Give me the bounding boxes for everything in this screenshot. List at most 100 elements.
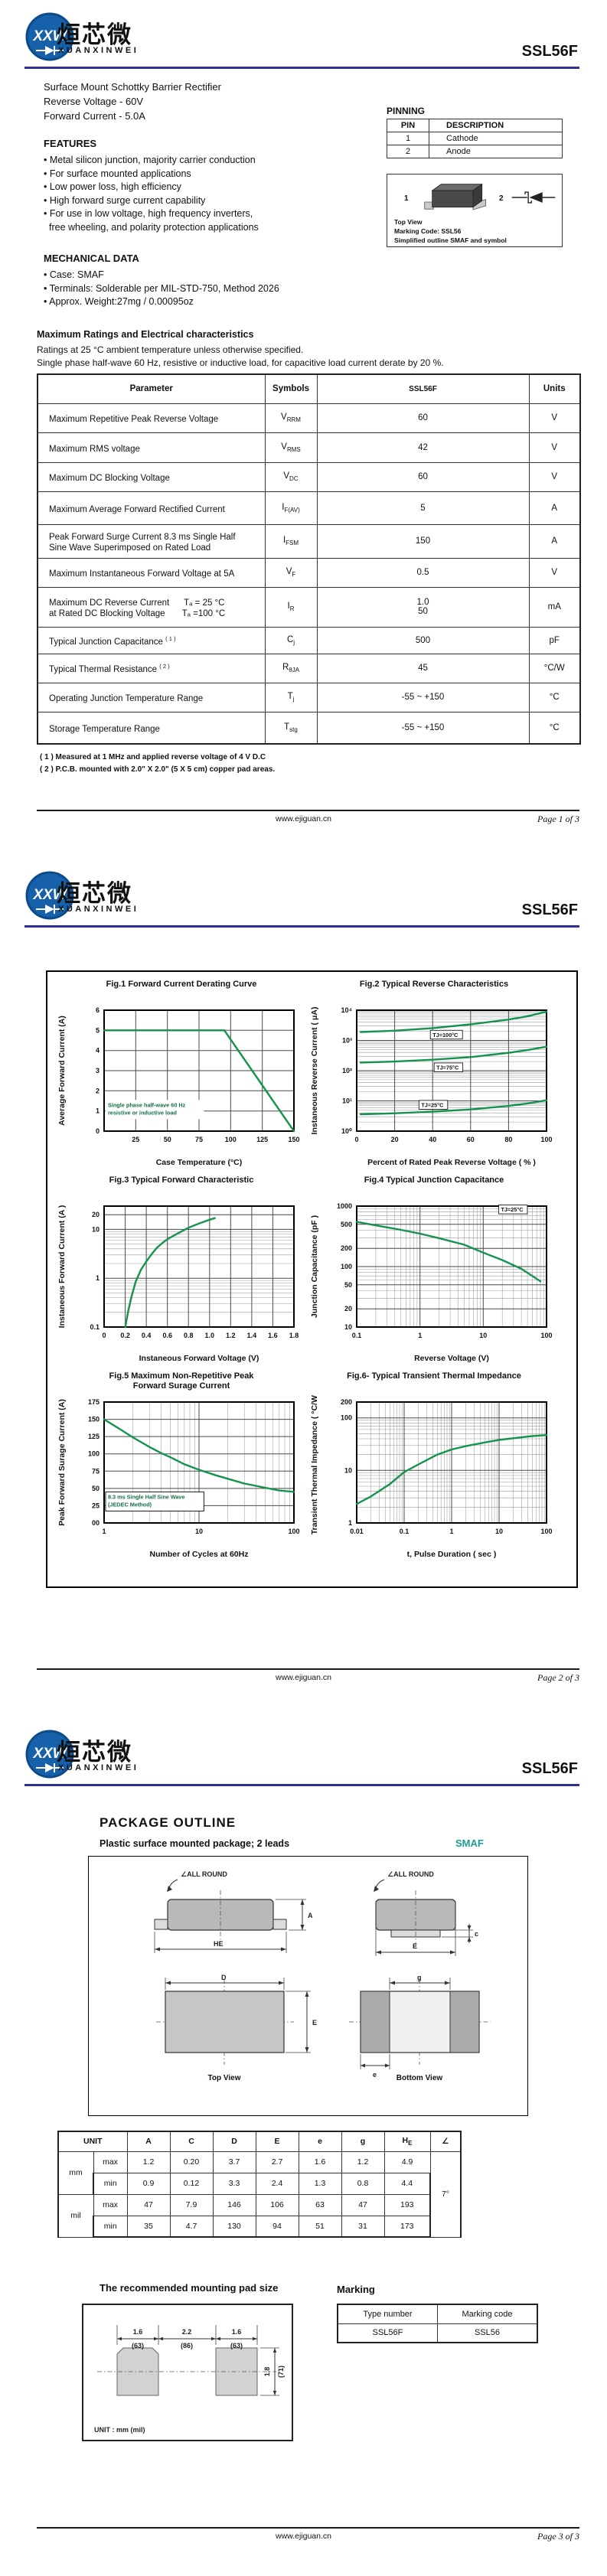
- dim-value: 47: [341, 2193, 385, 2216]
- svg-text:Junction Capacitance (pF ): Junction Capacitance (pF ): [310, 1215, 319, 1318]
- note-line: ( 1 ) Measured at 1 MHz and applied reve…: [40, 753, 266, 761]
- chart-plot: 1 10 100 00 25 50 75 100 125 150 175 8.3 ms Single …: [57, 1398, 300, 1559]
- caption-line: Top View: [394, 218, 423, 226]
- svg-text:100: 100: [341, 1263, 352, 1270]
- svg-text:8.3 ms Single Half Sine Wave: 8.3 ms Single Half Sine Wave: [108, 1493, 185, 1500]
- brand-name-cn: 烜芯微: [57, 21, 132, 48]
- package-outline-drawing-box: ∠ALL ROUND HE A ∠ALL RO: [88, 1856, 528, 2116]
- pinning-table: PIN DESCRIPTION 1 Cathode 2 Anode: [387, 119, 563, 158]
- table-row: Maximum DC Blocking Voltage VDC 60 V: [37, 461, 581, 492]
- svg-text:3: 3: [96, 1067, 100, 1074]
- symbol: VF: [264, 557, 318, 588]
- svg-text:Instaneous Reverse Current ( μ: Instaneous Reverse Current ( μA): [310, 1007, 319, 1135]
- characteristics-charts-box: [46, 970, 578, 1588]
- brand-name-en: XUANXINWEI: [58, 46, 139, 55]
- dim-value: 1.3: [298, 2172, 342, 2195]
- chart-title: Fig.2 Typical Reverse Characteristics: [359, 980, 509, 989]
- symbol: Cj: [264, 626, 318, 654]
- pin-number: 2: [387, 145, 429, 158]
- svg-text:1: 1: [348, 1519, 352, 1527]
- table-row: PIN DESCRIPTION: [387, 119, 563, 132]
- dim-value: 0.8: [341, 2172, 385, 2195]
- header-rule: [24, 1784, 579, 1786]
- unit-header: UNIT: [57, 2131, 128, 2152]
- svg-text:100: 100: [341, 1414, 352, 1422]
- mechanical-data-section: MECHANICAL DATA • Case: SMAF • Terminals…: [44, 253, 279, 309]
- feature-item: • For surface mounted applications: [44, 168, 191, 179]
- part-number: SSL56F: [521, 43, 578, 60]
- svg-text:1.0: 1.0: [205, 1332, 215, 1339]
- dim-letter-he: HE: [383, 2131, 431, 2152]
- ratings-table: Parameter Symbols SSL56F Units Maximum R…: [37, 373, 581, 745]
- brand-name-cn: 烜芯微: [57, 880, 132, 907]
- package-outline-title: PACKAGE OUTLINE: [100, 1815, 237, 1830]
- mounting-pad-title: The recommended mounting pad size: [100, 2282, 279, 2294]
- fig1-forward-current-derating-chart: Fig.1 Forward Current Derating Curve 25 5…: [55, 980, 308, 1175]
- svg-text:175: 175: [88, 1398, 100, 1406]
- dim-letter: e: [298, 2131, 342, 2152]
- svg-text:1000: 1000: [337, 1202, 352, 1210]
- dim-value: 2.4: [255, 2172, 299, 2195]
- table-row: Peak Forward Surge Current 8.3 ms Single…: [37, 523, 581, 559]
- logo-mark-icon: XXW: [25, 12, 74, 61]
- dim-value: 3.7: [212, 2150, 256, 2173]
- svg-text:10: 10: [92, 1225, 100, 1233]
- symbol: RθJA: [264, 653, 318, 683]
- symbol: VRMS: [264, 432, 318, 463]
- param-text: Typical Junction Capacitance: [49, 637, 166, 647]
- svg-text:Instaneous Forward Voltage (V): Instaneous Forward Voltage (V): [139, 1354, 259, 1363]
- svg-text:Top View: Top View: [208, 2074, 241, 2082]
- svg-text:0.2: 0.2: [120, 1332, 130, 1339]
- svg-text:1: 1: [449, 1528, 453, 1535]
- product-description: Surface Mount Schottky Barrier Rectifier…: [44, 80, 221, 123]
- unit: V: [528, 432, 581, 463]
- table-header-row: Type number Marking code: [337, 2304, 538, 2324]
- feature-item: • Metal silicon junction, majority carri…: [44, 155, 256, 165]
- package-3d-icon: [424, 183, 487, 210]
- svg-text:TJ=100°C: TJ=100°C: [432, 1032, 459, 1039]
- footer-page-number: Page 1 of 3: [537, 814, 579, 824]
- fig4-typical-junction-capacitance-chart: Fig.4 Typical Junction Capacitance 0.1 1 1…: [308, 1176, 560, 1371]
- unit: A: [528, 523, 581, 559]
- chart-plot: 0 20 40 60 80 100 10⁰ 10¹ 10² 10³ 10⁴ TJ=100°C TJ=75…: [310, 1006, 553, 1167]
- svg-text:0.4: 0.4: [142, 1332, 152, 1339]
- dim-value: 2.7: [255, 2150, 299, 2173]
- feature-item: free wheeling, and polarity protection a…: [49, 221, 259, 233]
- footer-page-number: Page 3 of 3: [537, 2531, 579, 2542]
- brand-name-en: XUANXINWEI: [58, 1763, 139, 1772]
- svg-text:E: E: [413, 1942, 417, 1950]
- col-parameter: Parameter: [37, 373, 266, 404]
- svg-text:200: 200: [341, 1398, 352, 1406]
- svg-text:0.1: 0.1: [400, 1528, 410, 1535]
- value: 500: [316, 626, 530, 654]
- dim-letter: A: [126, 2131, 171, 2152]
- feature-item: • High forward surge current capability: [44, 194, 206, 206]
- table-row: min 35 4.7 130 94 51 31 173: [58, 2215, 461, 2238]
- param-text: Maximum RMS voltage: [49, 444, 140, 454]
- table-row: Storage Temperature Range Tstg -55 ~ +15…: [37, 711, 581, 745]
- dim-value: 63: [298, 2193, 342, 2216]
- svg-text:10: 10: [344, 1466, 352, 1474]
- col-part: SSL56F: [316, 373, 530, 404]
- svg-text:1: 1: [418, 1332, 422, 1339]
- param-text: Maximum DC Reverse Current Tₐ = 25 °C: [49, 598, 225, 608]
- minmax: min: [93, 2172, 128, 2195]
- fig6-transient-thermal-impedance-chart: Fig.6- Typical Transient Thermal Impedan…: [308, 1371, 560, 1567]
- pin-description: Anode: [429, 145, 563, 158]
- chart-plot: 0.1 1 10 100 10 20 50 100 200 500 1000 TJ=25°C Rever…: [310, 1202, 553, 1363]
- svg-text:20: 20: [391, 1136, 399, 1143]
- svg-text:10³: 10³: [342, 1037, 352, 1045]
- dim-value: 130: [212, 2215, 256, 2238]
- svg-text:(86): (86): [181, 2342, 193, 2349]
- marking-code: SSL56: [437, 2323, 538, 2343]
- table-row: 2 Anode: [387, 145, 563, 158]
- svg-text:g: g: [417, 1974, 422, 1981]
- page-2: XXW 烜芯微 XUANXINWEI SSL56F Fig.1 Forward …: [0, 859, 607, 1717]
- svg-text:20: 20: [344, 1305, 352, 1312]
- svg-text:100: 100: [225, 1136, 237, 1143]
- dim-value: 94: [255, 2215, 299, 2238]
- unit: mA: [528, 586, 581, 628]
- minmax: max: [93, 2193, 128, 2216]
- table-header-row: Parameter Symbols SSL56F Units: [37, 373, 581, 404]
- svg-text:10¹: 10¹: [342, 1097, 352, 1105]
